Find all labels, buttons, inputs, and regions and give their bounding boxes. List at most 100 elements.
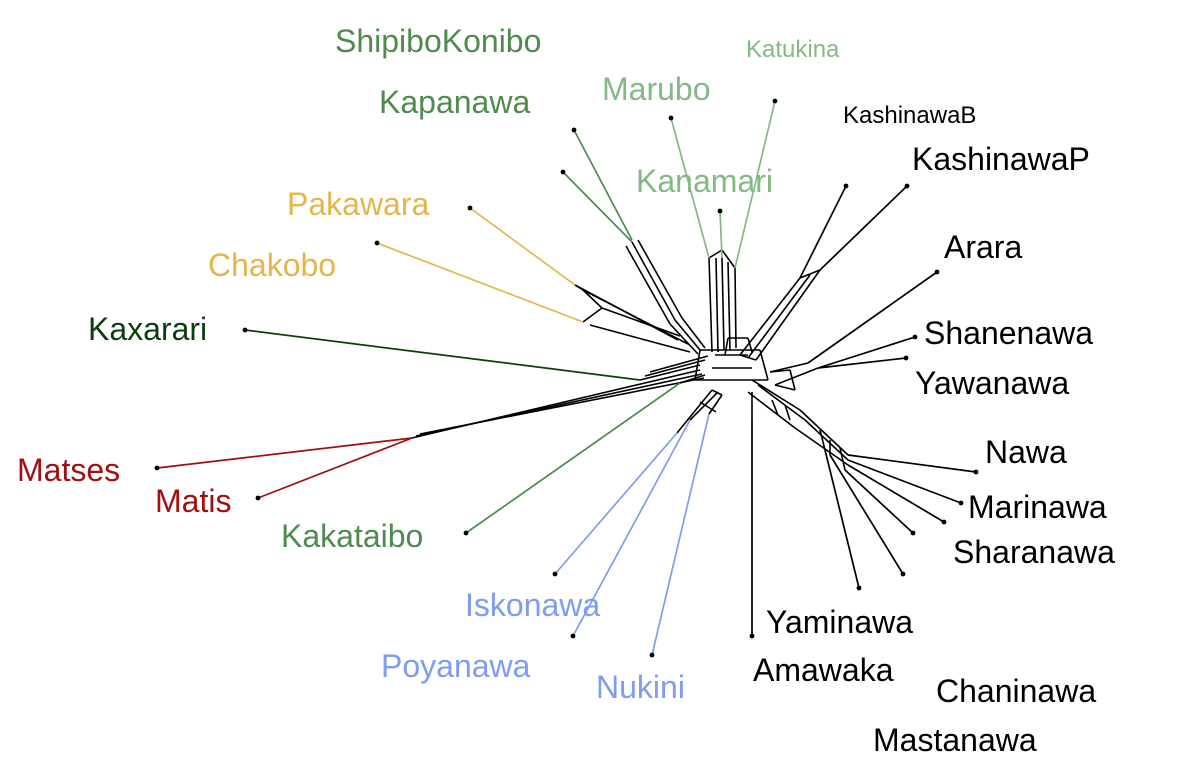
reticulation-edge <box>582 307 603 323</box>
tip-dot-nukini <box>649 652 655 658</box>
label-matis: Matis <box>155 483 231 519</box>
reticulation-edge <box>689 391 719 421</box>
reticulation-edge <box>759 349 769 381</box>
reticulation-edge <box>819 429 826 451</box>
reticulation-edge <box>839 447 846 471</box>
tip-dot-kanamari <box>717 208 723 214</box>
branch-shipibokonibo <box>562 171 633 243</box>
label-arara: Arara <box>944 229 1022 265</box>
reticulation-edge <box>669 323 699 355</box>
reticulation-edge <box>582 289 603 309</box>
reticulation-edge <box>649 355 709 373</box>
reticulation-edge <box>771 399 779 416</box>
branch-poyanawa <box>572 419 691 637</box>
label-chakobo: Chakobo <box>208 247 336 283</box>
label-mastanawa: Mastanawa <box>873 722 1037 758</box>
branch-matses <box>156 437 413 469</box>
tip-dot-matis <box>255 495 261 501</box>
label-kashinawab: KashinawaB <box>843 102 976 129</box>
label-marubo: Marubo <box>602 71 711 107</box>
reticulation-edge <box>708 257 713 353</box>
reticulation-edge <box>769 369 791 373</box>
tip-dot-kashinawap <box>904 183 910 189</box>
branch-kaxarari <box>244 329 641 381</box>
reticulation-edge <box>574 284 584 291</box>
reticulation-edge <box>711 389 723 396</box>
network-core <box>411 239 849 471</box>
tip-dot-yawanawa <box>903 355 909 361</box>
tip-dot-kashinawab <box>843 183 849 189</box>
branch-kashinawap <box>819 185 908 271</box>
reticulation-edge <box>601 307 681 337</box>
tip-dot-mastanawa <box>910 530 916 536</box>
tip-dot-shanenawa <box>912 334 918 340</box>
label-kakataibo: Kakataibo <box>281 518 423 554</box>
reticulation-edge <box>751 379 801 411</box>
reticulation-edge <box>699 401 717 413</box>
branch-kashinawab <box>799 185 847 279</box>
branch-pakawara <box>469 207 576 286</box>
reticulation-edge <box>774 384 796 391</box>
tip-dot-marinawa <box>958 500 964 506</box>
tip-dot-nawa <box>973 469 979 475</box>
reticulation-edge <box>784 404 791 421</box>
branch-nukini <box>651 413 710 656</box>
reticulation-edge <box>721 257 725 351</box>
branch-kapanawa <box>573 129 633 241</box>
branch-sharanawa <box>847 464 945 523</box>
reticulation-edge <box>799 269 821 279</box>
reticulation-edge <box>755 269 821 361</box>
reticulation-edge <box>589 324 691 353</box>
tip-dot-kaxarari <box>242 327 248 333</box>
reticulation-edge <box>747 274 811 359</box>
reticulation-edge <box>639 364 701 381</box>
reticulation-edge <box>734 267 737 349</box>
tip-dot-kakataibo <box>463 530 469 536</box>
tip-dot-amawaka <box>856 585 862 591</box>
tip-dot-katukina <box>772 98 778 104</box>
branch-shanenawa <box>817 336 916 369</box>
reticulation-edge <box>757 384 806 421</box>
label-yawanawa: Yawanawa <box>915 365 1069 401</box>
branch-katukina <box>734 100 776 269</box>
reticulation-edge <box>708 249 723 259</box>
label-shanenawa: Shanenawa <box>924 315 1093 351</box>
branch-matis <box>257 437 413 499</box>
tip-dot-chakobo <box>374 240 380 246</box>
reticulation-edge <box>747 391 796 429</box>
label-amawaka: Amawaka <box>753 652 894 688</box>
label-nukini: Nukini <box>596 669 685 705</box>
label-kanamari: Kanamari <box>636 163 773 199</box>
branch-marubo <box>670 117 710 259</box>
tip-dot-arara <box>934 269 940 275</box>
reticulation-edge <box>644 359 706 377</box>
tip-dot-iskonawa <box>552 571 558 577</box>
branch-kanamari <box>719 210 723 259</box>
branch-mastanawa <box>844 469 914 534</box>
tip-dot-matses <box>154 465 160 471</box>
reticulation-edge <box>769 362 809 373</box>
tip-dots <box>154 98 979 658</box>
tip-dot-pakawara <box>467 205 473 211</box>
branch-amawaka <box>824 449 860 589</box>
tip-dot-marubo <box>668 115 674 121</box>
branch-nawa <box>847 454 977 473</box>
label-marinawa: Marinawa <box>968 489 1107 525</box>
reticulation-edge <box>625 245 671 325</box>
label-matses: Matses <box>17 452 120 488</box>
reticulation-edge <box>774 367 819 386</box>
network-branches <box>156 100 977 656</box>
label-kashinawap: KashinawaP <box>912 141 1090 177</box>
reticulation-edge <box>631 241 676 321</box>
branch-arara <box>807 271 938 364</box>
tip-dot-chaninawa <box>900 571 906 577</box>
reticulation-edge <box>419 377 705 435</box>
label-chaninawa: Chaninawa <box>936 673 1096 709</box>
branch-chaninawa <box>829 454 904 575</box>
tip-dot-sharanawa <box>941 519 947 525</box>
label-poyanawa: Poyanawa <box>381 648 531 684</box>
reticulation-edge <box>794 427 849 466</box>
label-sharanawa: Sharanawa <box>953 534 1115 570</box>
label-kaxarari: Kaxarari <box>88 311 207 347</box>
